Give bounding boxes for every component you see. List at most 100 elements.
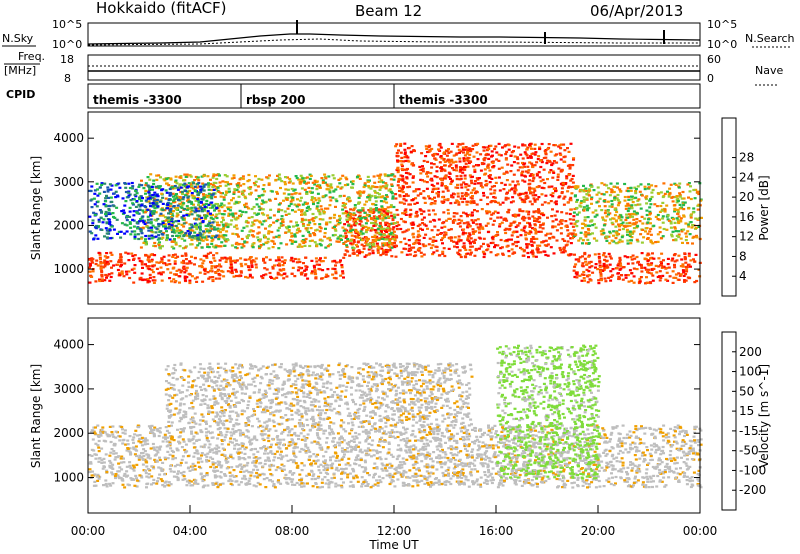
range-cell <box>182 262 186 265</box>
range-cell <box>648 210 652 213</box>
range-cell <box>466 252 470 255</box>
range-cell <box>400 163 404 166</box>
range-cell <box>458 160 462 163</box>
range-cell <box>345 178 349 181</box>
range-cell <box>374 229 378 232</box>
range-cell <box>660 266 664 269</box>
range-cell <box>208 220 211 223</box>
range-cell <box>230 269 234 272</box>
range-cell <box>456 192 460 195</box>
range-cell <box>241 177 245 180</box>
range-cell <box>111 212 115 215</box>
range-cell <box>517 146 521 149</box>
range-cell <box>405 176 409 179</box>
range-cell <box>343 228 347 231</box>
range-cell <box>307 223 311 226</box>
range-cell <box>618 268 622 271</box>
range-cell <box>180 446 184 449</box>
range-cell <box>102 203 106 206</box>
range-cell <box>210 197 214 200</box>
range-cell <box>209 213 213 216</box>
range-cell <box>464 256 468 259</box>
range-cell <box>599 270 603 273</box>
range-cell <box>140 272 144 275</box>
range-cell <box>682 228 686 231</box>
range-cell <box>213 185 216 188</box>
range-cell <box>581 255 584 258</box>
range-cell <box>681 241 684 244</box>
range-cell <box>388 188 392 191</box>
range-cell <box>603 205 607 208</box>
range-cell <box>496 211 500 214</box>
range-cell <box>178 202 182 205</box>
range-cell <box>651 279 655 282</box>
range-cell <box>627 198 631 201</box>
range-cell <box>585 193 589 196</box>
range-cell <box>107 204 111 208</box>
range-cell <box>209 192 213 196</box>
range-cell <box>201 220 205 223</box>
range-cell <box>107 273 111 276</box>
range-cell <box>565 175 569 178</box>
range-cell <box>264 241 268 244</box>
range-cell <box>196 237 200 240</box>
range-cell <box>624 274 628 277</box>
range-cell <box>349 229 353 232</box>
range-cell <box>103 263 107 266</box>
range-cell <box>357 209 361 212</box>
range-cell <box>337 218 341 221</box>
range-cell <box>231 214 235 217</box>
range-cell <box>307 219 311 222</box>
range-cell <box>239 271 243 274</box>
range-cell <box>134 189 138 192</box>
range-cell <box>198 242 202 245</box>
range-cell <box>99 216 103 219</box>
range-cell <box>350 238 354 241</box>
range-cell <box>221 228 225 232</box>
range-cell <box>634 188 638 191</box>
range-cell <box>391 233 395 236</box>
range-cell <box>446 189 450 192</box>
range-cell <box>563 195 567 198</box>
range-cell <box>183 275 187 278</box>
range-cell <box>247 216 251 219</box>
range-cell <box>244 263 248 266</box>
range-cell <box>619 224 623 227</box>
range-cell <box>693 260 697 263</box>
range-cell <box>444 453 448 456</box>
range-cell <box>306 277 310 280</box>
range-cell <box>290 187 294 191</box>
range-cell <box>491 241 495 244</box>
range-cell <box>424 224 428 227</box>
range-cell <box>413 242 417 245</box>
range-cell <box>531 194 535 197</box>
range-cell <box>491 223 495 226</box>
range-cell <box>232 192 236 195</box>
range-cell <box>580 189 583 192</box>
range-cell <box>110 253 114 256</box>
range-cell <box>200 198 204 201</box>
range-cell <box>224 181 228 184</box>
range-cell <box>305 176 309 179</box>
range-cell <box>96 188 99 191</box>
range-cell <box>251 234 254 237</box>
range-cell <box>640 266 644 270</box>
range-cell <box>625 477 629 480</box>
range-cell <box>91 258 95 261</box>
range-cell <box>232 275 236 278</box>
range-cell <box>353 235 357 238</box>
range-cell <box>371 252 375 255</box>
range-cell <box>153 218 157 221</box>
range-cell <box>579 237 582 240</box>
range-cell <box>403 153 407 156</box>
range-cell <box>319 205 323 208</box>
range-cell <box>471 195 474 198</box>
range-cell <box>261 208 265 211</box>
range-cell <box>125 219 129 222</box>
range-cell <box>328 217 332 220</box>
range-cell <box>443 225 447 228</box>
range-cell <box>202 259 206 262</box>
range-cell <box>209 225 213 228</box>
range-cell <box>164 225 167 228</box>
range-cell <box>371 241 375 244</box>
